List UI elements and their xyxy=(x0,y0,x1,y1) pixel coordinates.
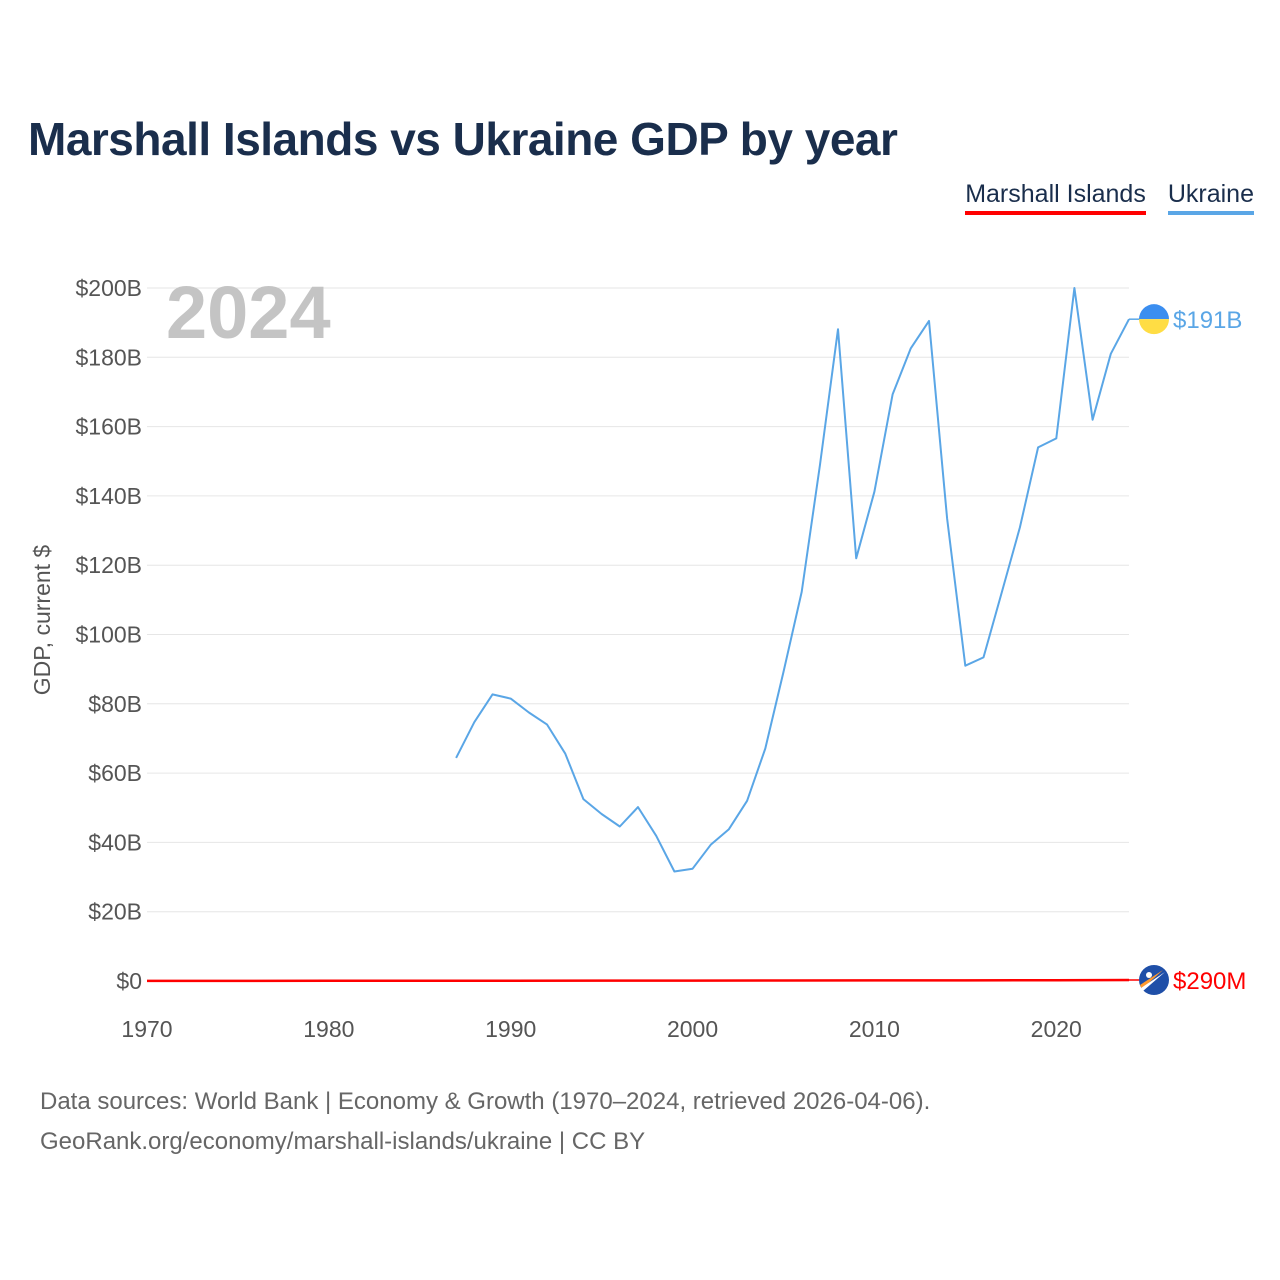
series-line-marshall-islands xyxy=(147,978,1130,983)
legend: Marshall Islands Ukraine xyxy=(965,180,1254,215)
y-tick-label: $20B xyxy=(88,899,142,925)
y-tick-label: $60B xyxy=(88,760,142,786)
end-value-marshall-islands: $290M xyxy=(1173,968,1246,995)
x-tick-label: 2020 xyxy=(1031,1016,1082,1042)
y-axis-label: GDP, current $ xyxy=(29,545,55,696)
source-url[interactable]: GeoRank.org/economy/marshall-islands/ukr… xyxy=(40,1128,646,1155)
y-tick-label: $120B xyxy=(75,552,142,578)
y-tick-label: $160B xyxy=(75,414,142,440)
marshall-islands-flag-icon xyxy=(1139,964,1169,995)
legend-item-ukraine[interactable]: Ukraine xyxy=(1167,180,1254,215)
end-value-ukraine: $191B xyxy=(1173,307,1242,334)
series-end-markers: $191B $290M xyxy=(1129,304,1246,995)
data-source-note: Data sources: World Bank | Economy & Gro… xyxy=(40,1088,931,1115)
y-tick-label: $140B xyxy=(75,483,142,509)
y-tick-label: $0 xyxy=(116,968,142,994)
x-tick-label: 1990 xyxy=(485,1016,536,1042)
y-axis-ticks: $0 $20B $40B $60B $80B $100B $120B $140B $160B $1… xyxy=(75,275,142,994)
y-tick-label: $100B xyxy=(75,622,142,648)
footer: Data sources: World Bank | Economy & Gro… xyxy=(40,1082,930,1162)
x-tick-label: 1970 xyxy=(121,1016,172,1042)
y-tick-label: $200B xyxy=(75,275,142,301)
y-tick-label: $180B xyxy=(75,344,142,370)
series-line-ukraine xyxy=(455,287,1130,873)
ukraine-flag-icon xyxy=(1139,304,1169,335)
x-tick-label: 2010 xyxy=(849,1016,900,1042)
x-tick-label: 1980 xyxy=(303,1016,354,1042)
legend-item-marshall-islands[interactable]: Marshall Islands xyxy=(965,180,1146,215)
x-axis-ticks: 1970 1980 1990 2000 2010 2020 xyxy=(121,1016,1081,1042)
y-tick-label: $80B xyxy=(88,691,142,717)
y-tick-label: $40B xyxy=(88,829,142,855)
x-tick-label: 2000 xyxy=(667,1016,718,1042)
current-year-label: 2024 xyxy=(166,271,331,354)
chart-title: Marshall Islands vs Ukraine GDP by year xyxy=(28,113,898,165)
gridlines xyxy=(147,287,1129,982)
series-lines xyxy=(147,287,1130,983)
